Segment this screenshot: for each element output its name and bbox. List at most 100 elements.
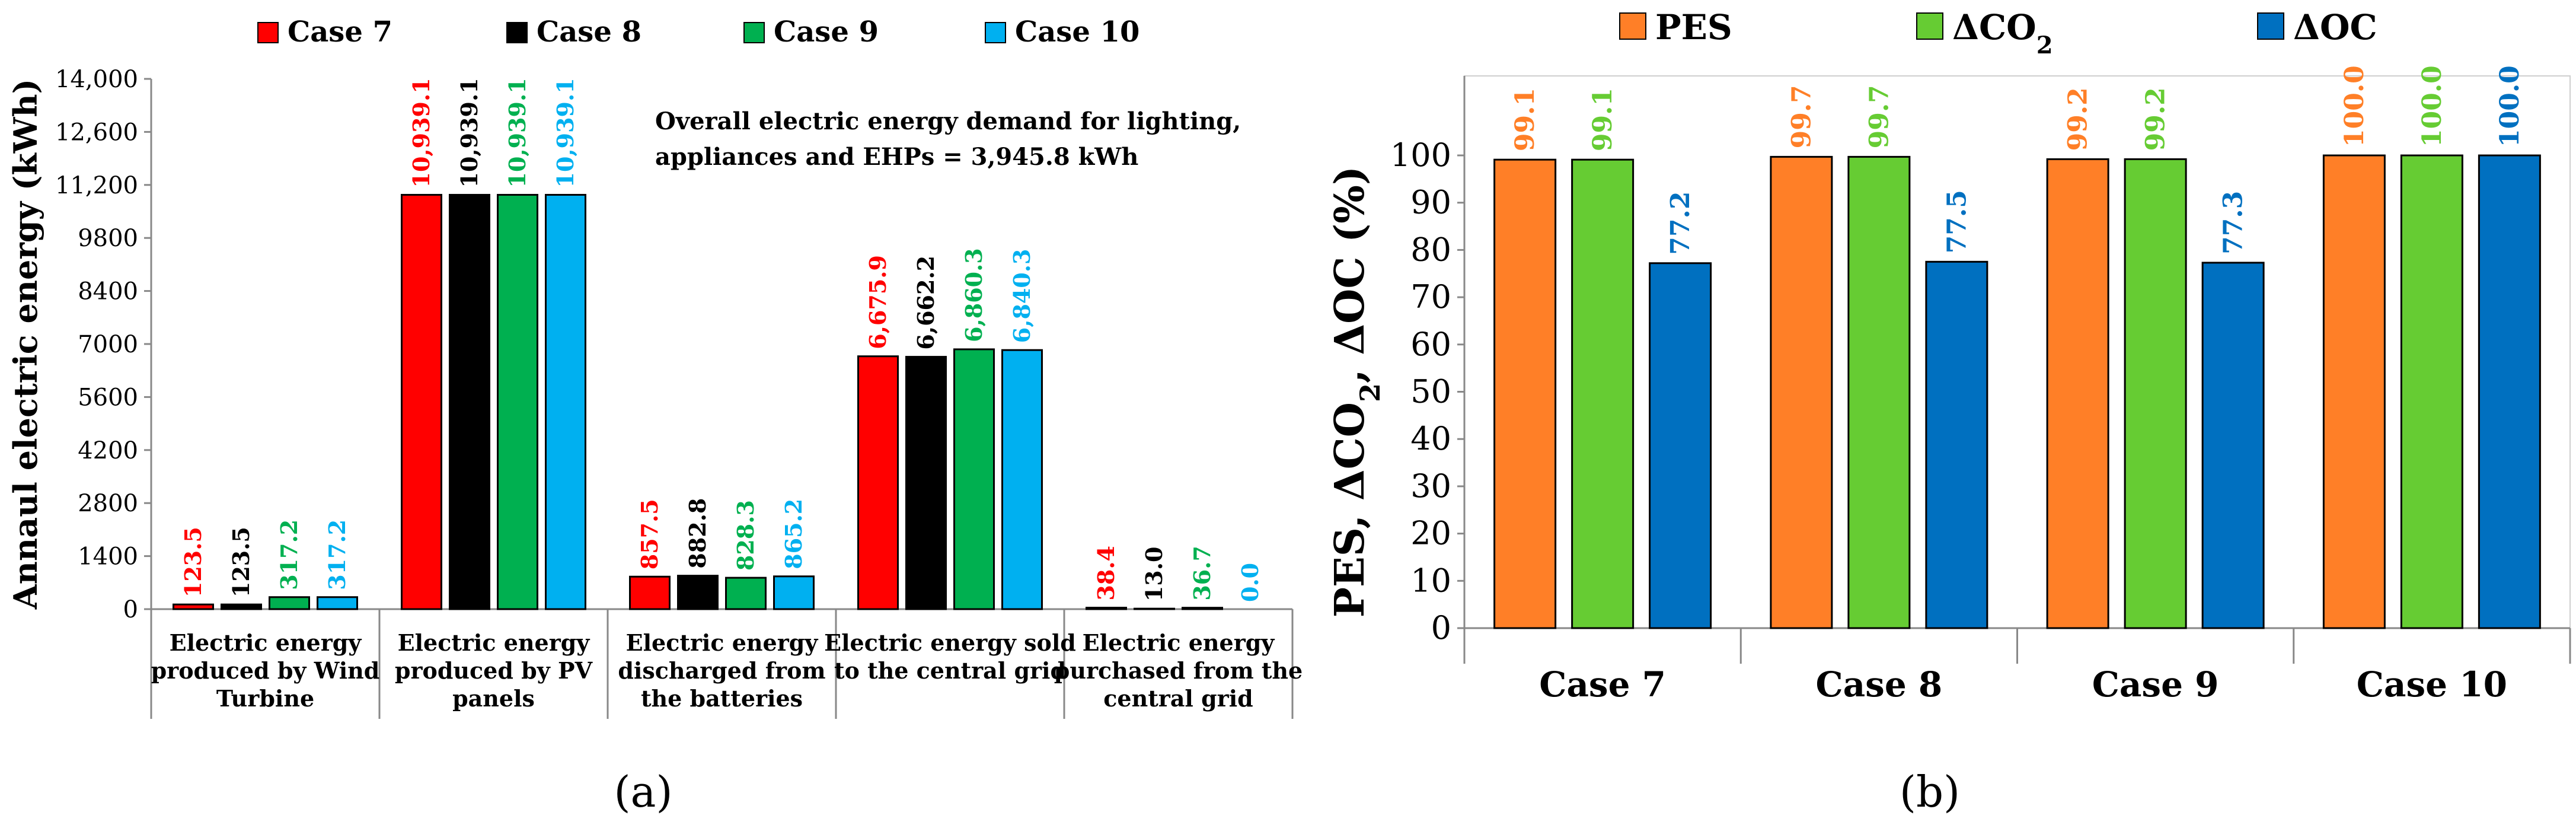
bar	[1925, 260, 1988, 629]
bar	[677, 575, 719, 610]
y-tick-label: 60	[1410, 326, 1451, 363]
bar	[2478, 154, 2541, 629]
x-category-label: discharged from	[618, 657, 825, 684]
legend-label: Case 8	[537, 15, 641, 49]
legend-label: ΔCO2	[1952, 7, 2053, 59]
data-label: 317.2	[276, 520, 302, 590]
data-label: 123.5	[228, 527, 254, 597]
y-tick-label: 10	[1410, 562, 1451, 599]
x-category-label: panels	[452, 685, 535, 712]
x-category-label: central grid	[1103, 685, 1253, 712]
bar	[2201, 262, 2265, 629]
bar	[1086, 607, 1127, 610]
y-tick-label: 40	[1410, 420, 1451, 457]
x-category-label: Case 7	[1539, 664, 1666, 705]
bar	[1649, 262, 1712, 629]
bar	[905, 356, 947, 610]
y-tick-label: 11,200	[55, 172, 138, 199]
bar	[1493, 158, 1557, 629]
data-label: 77.3	[2219, 191, 2249, 254]
legend-label: ΔOC	[2293, 7, 2377, 47]
legend-label-part: ΔCO	[1952, 7, 2036, 47]
x-category-label: Case 10	[2357, 664, 2507, 705]
data-label: 77.2	[1665, 192, 1696, 255]
panel-label: (a)	[614, 767, 672, 817]
legend-swatch	[2257, 12, 2284, 40]
data-label: 865.2	[780, 499, 807, 569]
y-tick-label: 0	[123, 596, 138, 623]
data-label: 6,840.3	[1008, 249, 1035, 343]
bar	[449, 193, 490, 610]
data-label: 77.5	[1942, 190, 1972, 253]
data-label: 99.1	[1588, 88, 1618, 151]
legend-swatch	[1619, 12, 1646, 40]
y-tick-label: 12,600	[55, 119, 138, 146]
y-axis-title: PES, ΔCO2, ΔOC (%)	[1326, 166, 1386, 617]
data-label: 828.3	[732, 500, 759, 571]
bar	[401, 193, 442, 610]
legend-swatch	[743, 22, 765, 43]
data-label: 882.8	[684, 498, 711, 569]
x-category-label: purchased from the	[1054, 657, 1303, 684]
bar	[725, 577, 767, 610]
bar	[773, 575, 815, 610]
x-category-label: produced by Wind	[151, 657, 380, 684]
annotation-text: Overall electric energy demand for light…	[655, 107, 1241, 135]
y-tick-label: 100	[1390, 136, 1451, 174]
bar	[173, 603, 214, 610]
y-tick-label: 5600	[78, 384, 138, 411]
y-tick-label: 8400	[78, 278, 138, 305]
y-tick-label: 70	[1410, 278, 1451, 316]
bar	[317, 596, 358, 610]
y-tick-label: 14,000	[55, 66, 138, 93]
x-category-label: Turbine	[216, 685, 314, 712]
data-label: 99.7	[1864, 85, 1894, 148]
y-tick-label: 7000	[78, 331, 138, 358]
y-tick-label: 9800	[78, 225, 138, 252]
legend-label: Case 10	[1015, 15, 1139, 49]
x-category-label: Case 8	[1815, 664, 1942, 705]
x-category-label: the batteries	[641, 685, 803, 712]
data-label: 123.5	[180, 527, 206, 597]
bar	[2322, 154, 2386, 629]
bar	[1571, 158, 1635, 629]
annotation-text: appliances and EHPs = 3,945.8 kWh	[655, 143, 1138, 171]
data-label: 0.0	[1237, 563, 1263, 602]
bar	[629, 575, 671, 610]
legend-swatch	[1916, 12, 1943, 40]
x-category-label: Case 9	[2092, 664, 2219, 705]
bar	[221, 603, 262, 610]
data-label: 13.0	[1141, 547, 1167, 602]
data-label: 99.2	[2063, 87, 2093, 151]
bar	[269, 596, 310, 610]
bar	[1770, 155, 1833, 629]
data-label: 100.0	[2417, 65, 2447, 147]
bar	[857, 355, 899, 610]
x-category-label: Electric energy sold	[824, 629, 1076, 656]
data-label: 857.5	[636, 499, 663, 569]
bar	[1847, 155, 1911, 629]
bar	[953, 348, 995, 610]
y-axis-title-part: , ΔOC (%)	[1326, 166, 1374, 383]
bar	[2400, 154, 2463, 629]
data-label: 36.7	[1189, 546, 1215, 601]
bar	[497, 193, 538, 610]
data-label: 10,939.1	[456, 78, 483, 187]
panel-label: (b)	[1900, 767, 1960, 817]
data-label: 100.0	[2495, 65, 2525, 147]
y-tick-label: 50	[1410, 373, 1451, 410]
x-category-label: Electric energy	[398, 629, 590, 656]
panel-a-chart: 0 1400 2800 4200 5600 7000 8400 9800 11,200 12,60…	[7, 15, 1303, 817]
x-category-label: produced by PV	[395, 657, 593, 684]
bar	[1182, 607, 1223, 610]
data-label: 6,662.2	[912, 256, 939, 350]
data-label: 100.0	[2339, 65, 2370, 147]
data-label: 10,939.1	[408, 78, 435, 187]
x-category-label: Electric energy	[1083, 629, 1275, 656]
legend-swatch	[257, 22, 279, 43]
x-category-label: to the central grid	[834, 657, 1066, 684]
bar	[2046, 158, 2109, 629]
legend-label: Case 9	[774, 15, 879, 49]
legend-label: PES	[1655, 7, 1732, 47]
